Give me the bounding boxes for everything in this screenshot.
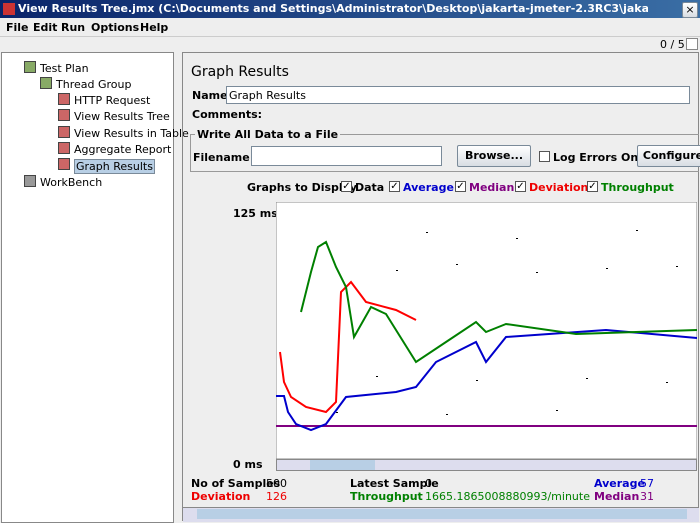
tree-icon (58, 142, 70, 154)
throughput-value: 1665.1865008880993/minute (425, 490, 590, 503)
menu-item[interactable]: Edit (33, 21, 58, 34)
tree-node[interactable]: Test Plan (40, 62, 89, 75)
title-bar (0, 0, 700, 18)
filename-label: Filename (193, 151, 250, 164)
window-title: View Results Tree.jmx (C:\Documents and … (18, 2, 648, 15)
graphs-label: Graphs to Display (247, 181, 357, 194)
graph-option-label: Data (355, 181, 385, 194)
deviation-label: Deviation (191, 490, 251, 503)
graph-checkbox[interactable]: ✓ (389, 181, 400, 192)
samples-value: 500 (266, 477, 287, 490)
tree-icon (58, 93, 70, 105)
filename-input[interactable] (251, 146, 442, 166)
tree-icon (58, 126, 70, 138)
menu-item[interactable]: Help (140, 21, 169, 34)
menu-item[interactable]: File (6, 21, 29, 34)
median-value: 31 (640, 490, 654, 503)
bottom-scroll-thumb[interactable] (197, 509, 687, 519)
tree-node[interactable]: Graph Results (74, 159, 155, 174)
name-label: Name: (192, 89, 232, 102)
graph-checkbox[interactable]: ✓ (587, 181, 598, 192)
graph-option-label: Average (403, 181, 454, 194)
close-button[interactable]: × (682, 2, 698, 18)
tree-node[interactable]: View Results in Table (74, 127, 189, 140)
file-group-title: Write All Data to a File (195, 128, 341, 141)
tree-icon (24, 175, 36, 187)
throughput-line (300, 240, 697, 364)
average-label: Average (594, 477, 645, 490)
samples-label: No of Samples (191, 477, 281, 490)
menu-bar (0, 18, 700, 37)
data-points (336, 230, 678, 415)
tree-icon (40, 77, 52, 89)
throughput-label: Throughput (350, 490, 423, 503)
graph-checkbox[interactable]: ✓ (341, 181, 352, 192)
graph-scrollbar[interactable] (276, 459, 697, 471)
graph-checkbox[interactable]: ✓ (455, 181, 466, 192)
latest-value: 0 (425, 477, 432, 490)
tree-node[interactable]: HTTP Request (74, 94, 151, 107)
tree-node[interactable]: Thread Group (56, 78, 132, 91)
graph-option-label: Throughput (601, 181, 674, 194)
deviation-value: 126 (266, 490, 287, 503)
tree-icon (24, 61, 36, 73)
tree-node[interactable]: WorkBench (40, 176, 103, 189)
panel-title: Graph Results (191, 64, 289, 80)
tree-node[interactable]: View Results Tree (74, 110, 170, 123)
graph-checkbox[interactable]: ✓ (515, 181, 526, 192)
tree-panel (1, 52, 174, 523)
configure-button[interactable]: Configure (637, 145, 700, 167)
tree-icon (58, 109, 70, 121)
latest-label: Latest Sample (350, 477, 439, 490)
menu-item[interactable]: Run (61, 21, 86, 34)
graph (276, 202, 697, 459)
tree-node[interactable]: Aggregate Report (74, 143, 172, 156)
graph-scroll-thumb[interactable] (310, 460, 375, 470)
average-line (276, 328, 697, 432)
comments-label: Comments: (192, 108, 263, 121)
app-icon (3, 3, 15, 15)
counter: 0 / 5 (660, 38, 685, 51)
axis-top: 125 ms (233, 207, 278, 220)
browse-button[interactable]: Browse... (457, 145, 531, 167)
median-label: Median (594, 490, 640, 503)
tree-icon (58, 158, 70, 170)
graph-option-label: Deviation (529, 181, 589, 194)
average-value: 57 (640, 477, 654, 490)
status-box (686, 38, 698, 50)
log-errors-checkbox[interactable] (539, 151, 550, 162)
axis-bottom: 0 ms (233, 458, 263, 471)
name-input[interactable]: Graph Results (226, 86, 690, 104)
menu-item[interactable]: Options (91, 21, 140, 34)
file-group (190, 134, 699, 172)
deviation-line (279, 280, 417, 414)
graph-option-label: Median (469, 181, 515, 194)
log-errors-label: Log Errors Only (553, 151, 650, 164)
